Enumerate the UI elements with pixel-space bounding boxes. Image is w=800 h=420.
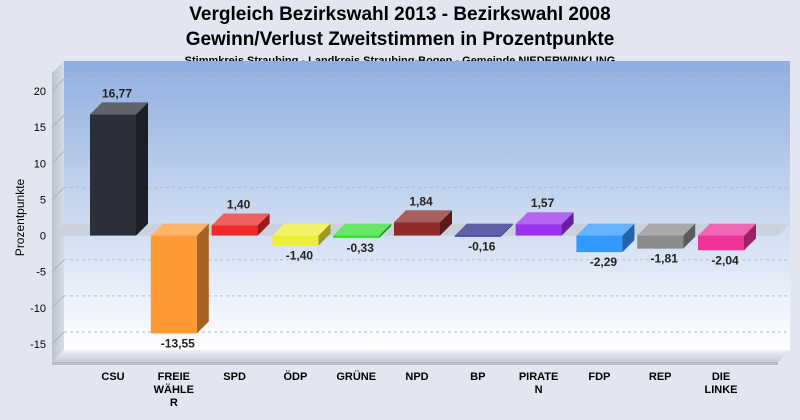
y-axis-label: Prozentpunkte [13, 178, 27, 256]
bar-front [394, 222, 440, 236]
data-label: 1,57 [531, 196, 555, 210]
data-label: -2,04 [711, 253, 739, 267]
bar-top [576, 223, 635, 236]
bar-front [272, 235, 319, 246]
data-label: -0,16 [468, 240, 496, 254]
gridline-side [51, 331, 65, 345]
bar-front [576, 235, 623, 253]
data-label: -1,81 [651, 252, 679, 266]
bar-npd [394, 210, 452, 236]
x-tick-label: LINKE [705, 384, 738, 396]
bar-top [394, 210, 452, 223]
gridline-side [51, 259, 65, 273]
data-label: 1,40 [227, 197, 251, 211]
bar-front [333, 235, 380, 238]
x-tick-label: DIE [712, 371, 730, 383]
gridline-side [51, 150, 65, 164]
bar-freie-wähler [150, 223, 209, 334]
bar-front [637, 235, 684, 249]
x-tick-label: WÄHLE [154, 383, 194, 396]
bar-spd [211, 213, 270, 236]
bar-front [211, 225, 258, 236]
chart-subtitle: Gewinn/Verlust Zweitstimmen in Prozentpu… [185, 29, 615, 50]
bar-front [698, 235, 744, 251]
y-tick-label: -15 [30, 339, 46, 351]
bar-piraten [515, 212, 574, 236]
y-tick-label: 15 [34, 122, 46, 134]
y-tick-label: 0 [40, 231, 46, 243]
x-tick-label: N [535, 384, 543, 396]
bar-top [454, 223, 513, 236]
bar-side [500, 223, 513, 237]
x-tick-label: ÖDP [283, 370, 307, 383]
gridline-side [51, 295, 65, 309]
bar-side [379, 223, 392, 238]
bar-side [622, 223, 635, 253]
bar-top [515, 212, 574, 225]
x-tick-label: NPD [405, 371, 428, 383]
bar-side [257, 213, 270, 236]
bar-side [744, 223, 756, 251]
x-tick-label: BP [470, 371, 485, 383]
bar-front [515, 224, 562, 236]
gridline-side [51, 78, 65, 92]
bar-rep [637, 223, 696, 249]
data-label: -2,29 [590, 255, 618, 269]
x-tick-label: PIRATE [519, 371, 559, 383]
bar-fdp [576, 223, 635, 253]
bar-top [637, 223, 696, 236]
bar-side [318, 223, 331, 246]
y-tick-label: -10 [30, 303, 46, 315]
data-label: -0,33 [347, 241, 375, 255]
bar-top [150, 223, 209, 236]
x-tick-label: CSU [101, 371, 124, 383]
y-tick-label: 10 [34, 158, 46, 170]
bar-top [90, 102, 148, 115]
plot-floor [52, 350, 790, 362]
bar-grüne [333, 223, 392, 238]
bar-top [211, 213, 270, 226]
gridline-side [51, 114, 65, 128]
data-label: -1,40 [286, 249, 314, 263]
data-label: 16,77 [102, 86, 132, 100]
bar-top [333, 223, 392, 236]
plot-side-wall [52, 61, 64, 362]
x-tick-label: GRÜNE [336, 370, 376, 383]
data-label: 1,84 [409, 194, 433, 208]
bar-die-linke [698, 223, 756, 251]
bar-bp [454, 223, 513, 237]
data-label: -13,55 [161, 336, 195, 350]
bar-csu [90, 102, 148, 236]
x-tick-label: R [170, 397, 178, 409]
y-tick-label: 5 [40, 194, 46, 206]
bar-front [454, 235, 501, 237]
plot-floor-edge [52, 362, 778, 365]
y-tick-label: 20 [34, 86, 46, 98]
bar-side [196, 223, 209, 334]
y-tick-label: -5 [36, 267, 46, 279]
bar-side [561, 212, 574, 236]
bar-top [272, 223, 331, 236]
bar-front [90, 114, 136, 236]
bar-top [698, 223, 756, 236]
chart-title: Vergleich Bezirkswahl 2013 - Bezirkswahl… [189, 4, 611, 25]
x-tick-label: FDP [588, 371, 610, 383]
bar-side [683, 223, 696, 249]
gridline-side [51, 187, 65, 200]
bar-front [150, 235, 197, 334]
bar-side [136, 102, 148, 236]
x-tick-label: FREIE [158, 371, 190, 383]
bar-side [440, 210, 452, 236]
x-tick-label: SPD [223, 371, 246, 383]
bar-ödp [272, 223, 331, 246]
x-tick-label: REP [649, 371, 672, 383]
